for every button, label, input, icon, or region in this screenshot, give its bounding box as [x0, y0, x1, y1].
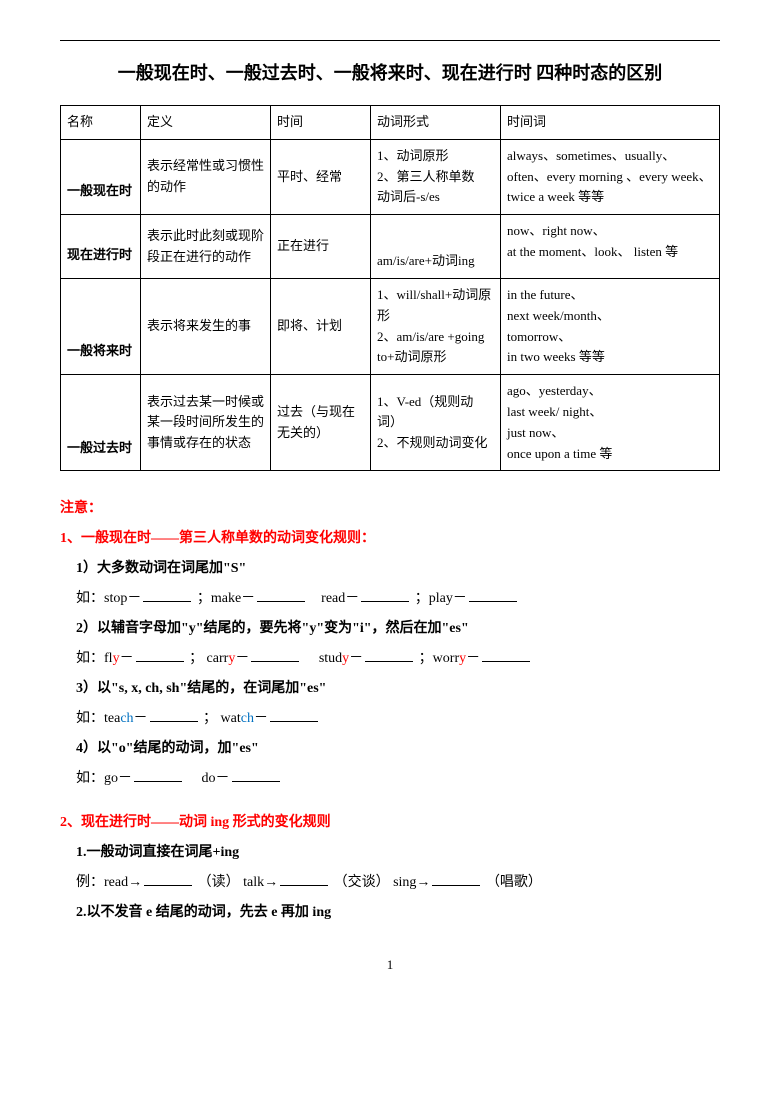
page-title: 一般现在时、一般过去时、一般将来时、现在进行时 四种时态的区别	[60, 59, 720, 85]
text: 如：go－	[76, 771, 132, 786]
hl-ch: ch	[120, 711, 133, 726]
blank	[144, 872, 192, 886]
text: 例：read→	[76, 875, 142, 890]
cell-time: 即将、计划	[271, 278, 371, 374]
th-name: 名称	[61, 106, 141, 140]
blank	[361, 588, 409, 602]
th-verb: 动词形式	[371, 106, 501, 140]
rule-heading: 1）大多数动词在词尾加"S"	[60, 555, 720, 583]
blank	[134, 768, 182, 782]
blank	[365, 648, 413, 662]
rule-heading: 2）以辅音字母加"y"结尾的，要先将"y"变为"i"，然后在加"es"	[60, 615, 720, 643]
text: ； carr	[189, 651, 228, 666]
blank	[232, 768, 280, 782]
rule-example: 如：teach－ ； watch－	[60, 705, 720, 733]
text: （读） talk→	[198, 875, 279, 890]
text: 如：tea	[76, 711, 120, 726]
cell-def: 表示经常性或习惯性的动作	[141, 139, 271, 214]
blank	[270, 708, 318, 722]
page-number: 1	[60, 957, 720, 973]
rule-heading: 4）以"o"结尾的动词，加"es"	[60, 735, 720, 763]
table-row: 一般将来时 表示将来发生的事 即将、计划 1、will/shall+动词原形 2…	[61, 278, 720, 374]
cell-def: 表示将来发生的事	[141, 278, 271, 374]
document-page: 一般现在时、一般过去时、一般将来时、现在进行时 四种时态的区别 名称 定义 时间…	[0, 0, 780, 1003]
text: －	[134, 711, 148, 726]
table-row: 一般现在时 表示经常性或习惯性的动作 平时、经常 1、动词原形 2、第三人称单数…	[61, 139, 720, 214]
cell-time: 正在进行	[271, 215, 371, 279]
tense-table: 名称 定义 时间 动词形式 时间词 一般现在时 表示经常性或习惯性的动作 平时、…	[60, 105, 720, 471]
blank	[469, 588, 517, 602]
blank	[257, 588, 305, 602]
th-time: 时间	[271, 106, 371, 140]
rule-example: 如：fly－ ； carry－ study－ ；worry－	[60, 645, 720, 673]
cell-verb: am/is/are+动词ing	[371, 215, 501, 279]
text: －	[254, 711, 268, 726]
blank	[136, 648, 184, 662]
text: 如：stop－	[76, 591, 141, 606]
blank	[150, 708, 198, 722]
text: read－	[321, 591, 359, 606]
top-rule	[60, 40, 720, 41]
rule-heading: 3）以"s, x, ch, sh"结尾的，在词尾加"es"	[60, 675, 720, 703]
spacer	[60, 795, 720, 807]
cell-time: 过去（与现在无关的）	[271, 375, 371, 471]
table-row: 现在进行时 表示此时此刻或现阶段正在进行的动作 正在进行 am/is/are+动…	[61, 215, 720, 279]
cell-verb: 1、will/shall+动词原形 2、am/is/are +going to+…	[371, 278, 501, 374]
text: 如：fl	[76, 651, 113, 666]
th-def: 定义	[141, 106, 271, 140]
blank	[280, 872, 328, 886]
th-timeword: 时间词	[501, 106, 720, 140]
cell-def: 表示过去某一时候或某一段时间所发生的事情或存在的状态	[141, 375, 271, 471]
rule-heading: 1.一般动词直接在词尾+ing	[60, 839, 720, 867]
text: －	[120, 651, 134, 666]
table-header-row: 名称 定义 时间 动词形式 时间词	[61, 106, 720, 140]
blank	[432, 872, 480, 886]
sec1-heading: 1、一般现在时——第三人称单数的动词变化规则：	[60, 525, 720, 553]
rule-heading: 2.以不发音 e 结尾的动词，先去 e 再加 ing	[60, 899, 720, 927]
cell-timeword: always、sometimes、usually、often、every mor…	[501, 139, 720, 214]
text: stud	[319, 651, 342, 666]
text: ；play－	[415, 591, 467, 606]
cell-verb: 1、V-ed（规则动词） 2、不规则动词变化	[371, 375, 501, 471]
text: ；worr	[419, 651, 459, 666]
notes-section: 注意： 1、一般现在时——第三人称单数的动词变化规则： 1）大多数动词在词尾加"…	[60, 495, 720, 927]
text: do－	[202, 771, 230, 786]
cell-name: 一般过去时	[61, 375, 141, 471]
cell-name: 一般现在时	[61, 139, 141, 214]
table-row: 一般过去时 表示过去某一时候或某一段时间所发生的事情或存在的状态 过去（与现在无…	[61, 375, 720, 471]
sec2-heading: 2、现在进行时——动词 ing 形式的变化规则	[60, 809, 720, 837]
cell-timeword: in the future、 next week/month、 tomorrow…	[501, 278, 720, 374]
text: －	[349, 651, 363, 666]
cell-name: 现在进行时	[61, 215, 141, 279]
cell-timeword: now、right now、 at the moment、look、 liste…	[501, 215, 720, 279]
blank	[251, 648, 299, 662]
rule-example: 如：go－ do－	[60, 765, 720, 793]
notes-label: 注意：	[60, 495, 720, 523]
blank	[143, 588, 191, 602]
cell-timeword: ago、yesterday、 last week/ night、 just no…	[501, 375, 720, 471]
cell-name: 一般将来时	[61, 278, 141, 374]
cell-verb: 1、动词原形 2、第三人称单数 动词后-s/es	[371, 139, 501, 214]
text: －	[235, 651, 249, 666]
rule-example: 例：read→ （读） talk→ （交谈） sing→ （唱歌）	[60, 869, 720, 897]
rule-example: 如：stop－ ；make－ read－ ；play－	[60, 585, 720, 613]
cell-def: 表示此时此刻或现阶段正在进行的动作	[141, 215, 271, 279]
blank	[482, 648, 530, 662]
text: （唱歌）	[486, 875, 542, 890]
hl-ch: ch	[241, 711, 254, 726]
text: （交谈） sing→	[334, 875, 431, 890]
hl-y: y	[113, 651, 120, 666]
text: ；make－	[197, 591, 255, 606]
text: ； wat	[203, 711, 241, 726]
text: －	[466, 651, 480, 666]
cell-time: 平时、经常	[271, 139, 371, 214]
